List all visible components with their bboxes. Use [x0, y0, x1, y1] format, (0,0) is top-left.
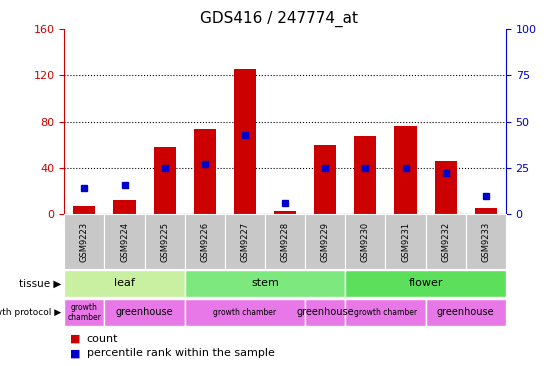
Text: leaf: leaf [114, 278, 135, 288]
Bar [386, 214, 425, 269]
Bar [425, 299, 506, 326]
Bar [345, 214, 386, 269]
Text: GSM9223: GSM9223 [80, 221, 89, 262]
Text: count: count [87, 333, 118, 344]
Text: greenhouse: greenhouse [296, 307, 354, 317]
Bar [435, 161, 457, 214]
Bar [194, 128, 216, 214]
Bar [305, 214, 345, 269]
Text: stem: stem [251, 278, 279, 288]
Text: percentile rank within the sample: percentile rank within the sample [87, 348, 274, 358]
Text: GSM9231: GSM9231 [401, 221, 410, 262]
Bar [395, 126, 416, 214]
Bar [305, 299, 345, 326]
Text: GSM9224: GSM9224 [120, 221, 129, 262]
Bar [265, 214, 305, 269]
Bar [425, 214, 466, 269]
Text: growth chamber: growth chamber [354, 308, 417, 317]
Text: GSM9225: GSM9225 [160, 221, 169, 262]
Text: GSM9228: GSM9228 [281, 221, 290, 262]
Bar [466, 214, 506, 269]
Bar [154, 147, 176, 214]
Text: greenhouse: greenhouse [116, 307, 173, 317]
Text: GSM9226: GSM9226 [200, 221, 209, 262]
Text: growth protocol ▶: growth protocol ▶ [0, 309, 61, 317]
Bar [64, 270, 184, 297]
Bar [105, 214, 145, 269]
Text: GSM9227: GSM9227 [240, 221, 249, 262]
Text: GSM9233: GSM9233 [481, 221, 490, 262]
Bar [354, 135, 376, 214]
Bar [475, 208, 497, 214]
Bar [314, 145, 337, 214]
Bar [184, 270, 345, 297]
Bar [184, 299, 305, 326]
Text: ■: ■ [70, 348, 80, 358]
Text: GDS416 / 247774_at: GDS416 / 247774_at [201, 11, 358, 27]
Text: flower: flower [409, 278, 443, 288]
Bar [145, 214, 184, 269]
Bar [345, 299, 425, 326]
Bar [64, 299, 105, 326]
Text: GSM9232: GSM9232 [441, 221, 450, 262]
Bar [274, 211, 296, 214]
Bar [105, 299, 184, 326]
Bar [64, 214, 105, 269]
Bar [184, 214, 225, 269]
Bar [225, 214, 265, 269]
Text: tissue ▶: tissue ▶ [19, 279, 61, 289]
Text: growth chamber: growth chamber [214, 308, 277, 317]
Bar [73, 206, 96, 214]
Text: ■: ■ [70, 333, 80, 344]
Bar [234, 68, 256, 214]
Text: growth
chamber: growth chamber [68, 303, 101, 322]
Bar [113, 200, 135, 214]
Bar [345, 270, 506, 297]
Text: GSM9230: GSM9230 [361, 221, 370, 262]
Text: greenhouse: greenhouse [437, 307, 495, 317]
Text: GSM9229: GSM9229 [321, 221, 330, 262]
